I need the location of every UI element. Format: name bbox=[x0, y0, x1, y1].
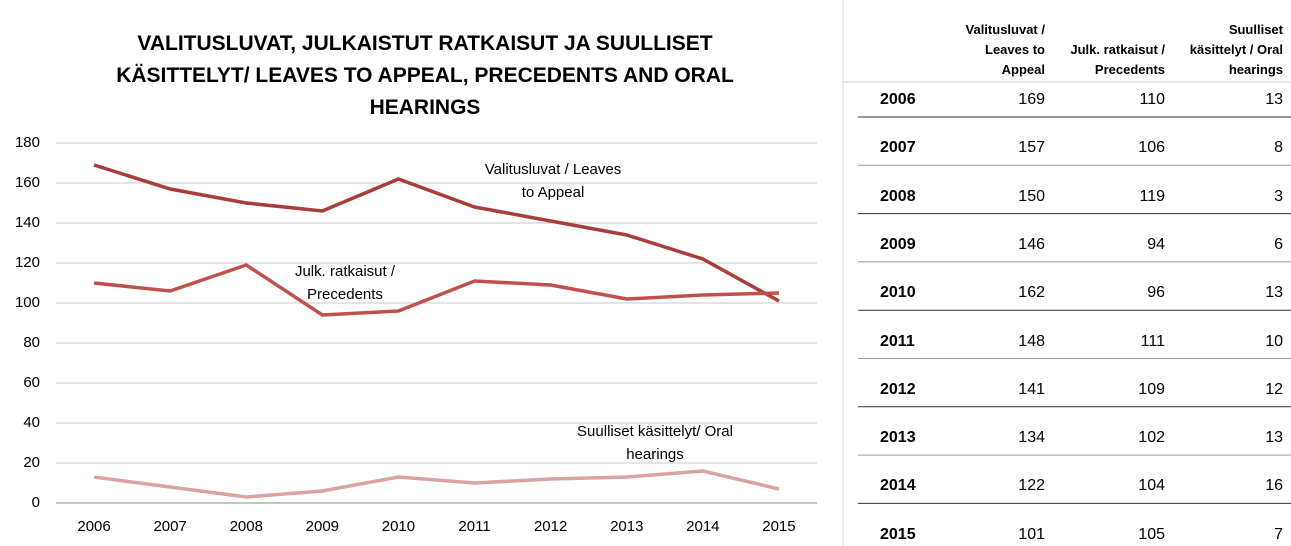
table-cell: 3 bbox=[1274, 187, 1283, 205]
row-year: 2010 bbox=[880, 284, 916, 302]
y-tick-label: 20 bbox=[23, 454, 40, 471]
row-year: 2009 bbox=[880, 235, 916, 253]
table-cell: 7 bbox=[1274, 525, 1283, 543]
x-tick-label: 2007 bbox=[153, 518, 186, 535]
table-cell: 6 bbox=[1274, 235, 1283, 253]
table-cell: 13 bbox=[1265, 429, 1283, 447]
y-tick-label: 140 bbox=[15, 214, 40, 231]
column-header: Suulliset käsittelyt / Oral hearings bbox=[1189, 22, 1283, 77]
table-cell: 106 bbox=[1138, 139, 1165, 157]
x-tick-label: 2009 bbox=[306, 518, 339, 535]
table-cell: 119 bbox=[1139, 187, 1165, 205]
chart-title: VALITUSLUVAT, JULKAISTUT RATKAISUT JA SU… bbox=[116, 32, 734, 119]
table-cell: 101 bbox=[1018, 525, 1045, 543]
y-tick-label: 160 bbox=[15, 174, 40, 191]
x-tick-label: 2008 bbox=[230, 518, 263, 535]
table-cell: 122 bbox=[1018, 477, 1045, 495]
table-cell: 96 bbox=[1147, 284, 1165, 302]
y-tick-label: 120 bbox=[15, 254, 40, 271]
x-tick-label: 2012 bbox=[534, 518, 567, 535]
table-cell: 157 bbox=[1018, 139, 1045, 157]
x-tick-label: 2010 bbox=[382, 518, 415, 535]
table-cell: 134 bbox=[1018, 429, 1045, 447]
series-line bbox=[93, 163, 780, 303]
table-cell: 102 bbox=[1138, 429, 1165, 447]
row-year: 2015 bbox=[880, 525, 916, 543]
table-cell: 162 bbox=[1018, 284, 1045, 302]
row-year: 2014 bbox=[880, 477, 916, 495]
series-line bbox=[93, 263, 779, 317]
table-cell: 13 bbox=[1265, 91, 1283, 108]
y-tick-label: 100 bbox=[15, 294, 40, 311]
column-header: Valitusluvat / Leaves to Appeal bbox=[965, 22, 1045, 77]
y-tick-label: 40 bbox=[23, 414, 40, 431]
x-tick-label: 2013 bbox=[610, 518, 643, 535]
table-cell: 110 bbox=[1139, 91, 1165, 108]
y-tick-label: 0 bbox=[32, 494, 40, 511]
table-cell: 169 bbox=[1018, 91, 1045, 108]
series-line bbox=[93, 469, 780, 499]
table-cell: 141 bbox=[1018, 380, 1045, 398]
table-cell: 146 bbox=[1018, 235, 1045, 253]
x-tick-label: 2011 bbox=[458, 518, 490, 535]
table-cell: 111 bbox=[1140, 332, 1165, 350]
table-cell: 94 bbox=[1147, 235, 1165, 253]
table-cell: 16 bbox=[1265, 477, 1283, 495]
row-year: 2012 bbox=[880, 380, 916, 398]
row-year: 2006 bbox=[880, 91, 916, 108]
column-header: Julk. ratkaisut / Precedents bbox=[1070, 42, 1165, 77]
table-cell: 105 bbox=[1138, 525, 1165, 543]
table-cell: 104 bbox=[1138, 477, 1165, 495]
row-year: 2013 bbox=[880, 429, 916, 447]
x-tick-label: 2015 bbox=[762, 518, 795, 535]
row-year: 2007 bbox=[880, 139, 916, 157]
series-label: Valitusluvat / Leaves to Appeal bbox=[484, 161, 622, 201]
table-cell: 150 bbox=[1018, 187, 1045, 205]
series-label: Suulliset käsittelyt/ Oral hearings bbox=[577, 423, 733, 463]
y-tick-label: 80 bbox=[23, 334, 40, 351]
y-tick-label: 180 bbox=[15, 134, 40, 151]
table-cell: 13 bbox=[1265, 284, 1283, 302]
series-label: Julk. ratkaisut / Precedents bbox=[294, 263, 396, 303]
table-cell: 109 bbox=[1138, 380, 1165, 398]
x-tick-label: 2014 bbox=[686, 518, 719, 535]
row-year: 2011 bbox=[880, 332, 915, 350]
table-cell: 12 bbox=[1265, 380, 1283, 398]
y-tick-label: 60 bbox=[23, 374, 40, 391]
row-year: 2008 bbox=[880, 187, 916, 205]
table-cell: 8 bbox=[1274, 139, 1283, 157]
x-tick-label: 2006 bbox=[77, 518, 110, 535]
table-cell: 10 bbox=[1265, 332, 1283, 350]
table-cell: 148 bbox=[1018, 332, 1045, 350]
